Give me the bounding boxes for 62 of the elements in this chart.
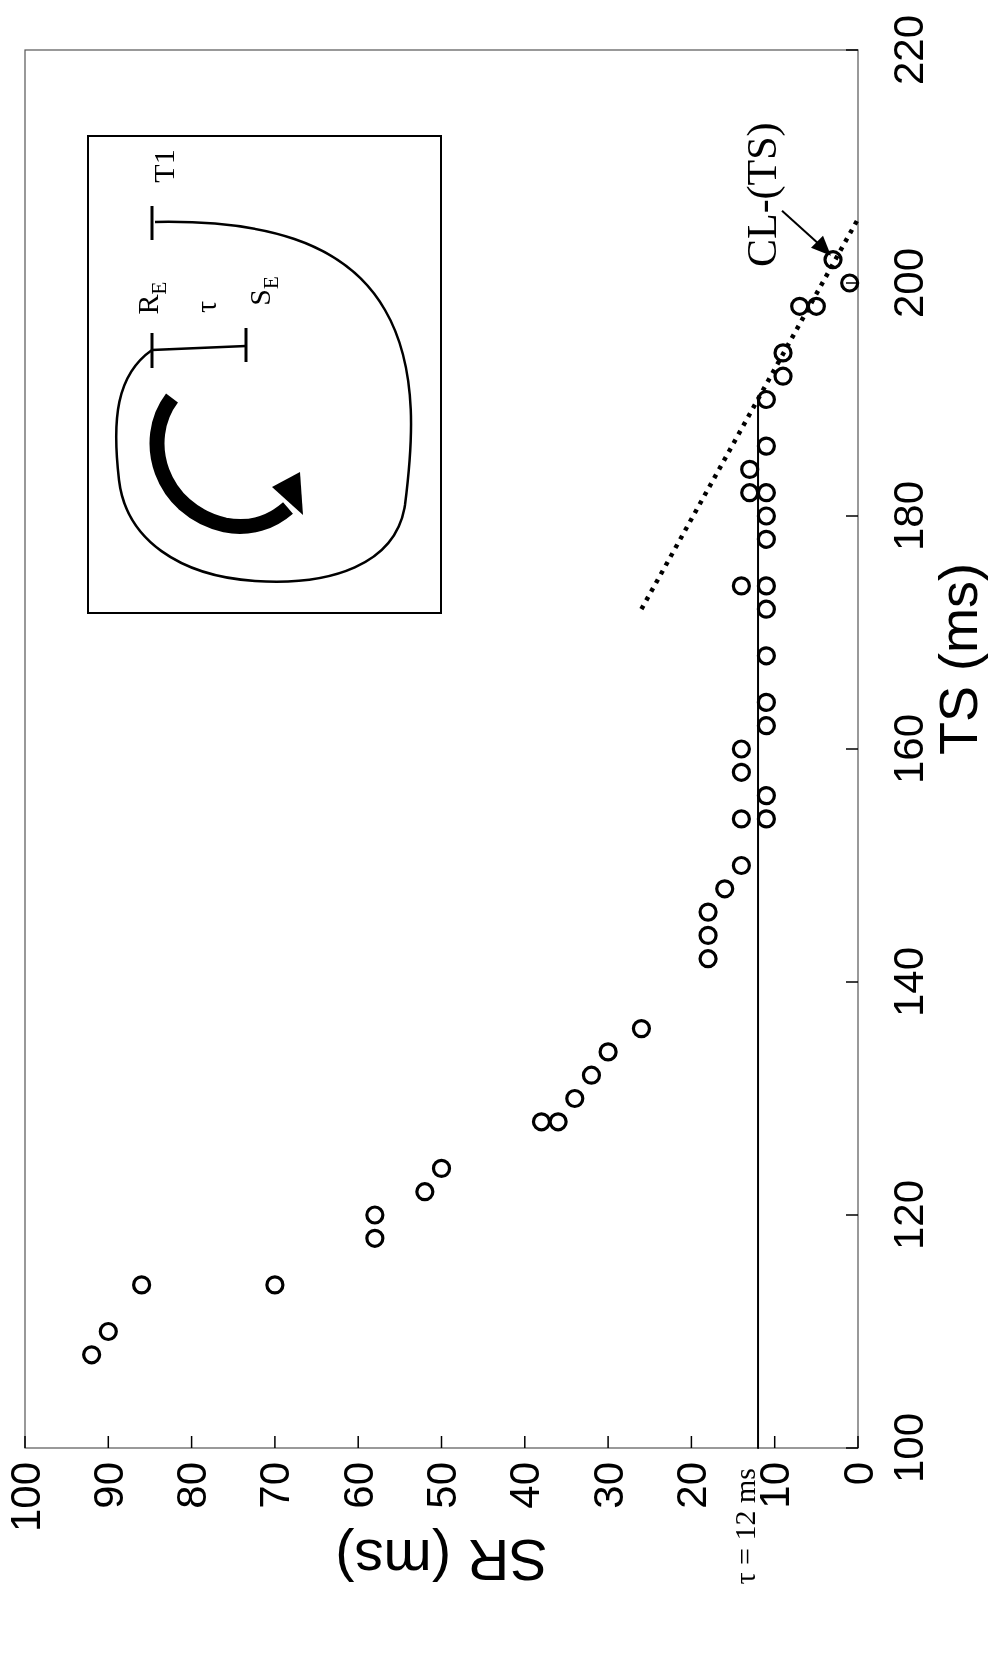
point — [731, 809, 751, 829]
point — [598, 1042, 618, 1062]
x-tick-label: 40 — [501, 1462, 549, 1509]
point — [740, 459, 760, 479]
point — [82, 1345, 102, 1365]
x-axis-title: SR (ms) — [335, 1527, 548, 1593]
point — [790, 296, 810, 316]
annotation: CL-(TS) — [739, 122, 787, 268]
point — [740, 483, 760, 503]
point — [756, 389, 776, 410]
point — [731, 855, 751, 876]
point — [132, 1275, 152, 1295]
point — [773, 366, 793, 386]
y-tick-label: 140 — [884, 946, 932, 1018]
x-tick-label: 0 — [834, 1462, 882, 1486]
point — [756, 529, 776, 549]
point — [548, 1112, 568, 1132]
y-tick-label: 200 — [884, 247, 932, 319]
point — [565, 1088, 585, 1109]
point — [581, 1065, 602, 1085]
x-tick-label: 70 — [251, 1462, 299, 1509]
point — [431, 1158, 452, 1178]
point — [756, 786, 776, 806]
point — [631, 1019, 652, 1039]
point — [698, 925, 718, 945]
point — [756, 692, 776, 712]
x-tick-label: 20 — [667, 1462, 715, 1509]
point — [98, 1321, 118, 1342]
point — [731, 762, 751, 782]
point — [806, 296, 826, 316]
point — [698, 902, 718, 922]
x-tick-label: 50 — [418, 1462, 465, 1509]
point — [698, 949, 718, 969]
x-tick-label: 30 — [584, 1462, 632, 1509]
point — [265, 1275, 285, 1295]
point — [773, 343, 793, 363]
y-tick-label: 220 — [884, 14, 932, 86]
point — [756, 646, 776, 666]
x-tick-label: 80 — [168, 1462, 216, 1509]
annotation: T1 — [146, 149, 180, 183]
point — [756, 576, 776, 596]
point — [756, 716, 776, 736]
point — [531, 1112, 552, 1132]
point — [365, 1205, 385, 1225]
annotation: τ — [188, 300, 222, 314]
x-tick-label: 90 — [84, 1462, 132, 1509]
point — [715, 879, 735, 899]
point — [756, 506, 776, 526]
point — [731, 739, 751, 759]
point — [840, 273, 860, 293]
y-tick-label: 120 — [884, 1179, 932, 1251]
point — [756, 599, 776, 619]
point — [823, 250, 843, 270]
point — [756, 483, 776, 503]
point — [415, 1182, 435, 1202]
point — [365, 1228, 385, 1248]
x-tick-label: 100 — [1, 1462, 49, 1533]
point — [756, 436, 776, 456]
point — [756, 809, 776, 829]
y-tick-label: 180 — [884, 480, 932, 552]
x-tick-label: 60 — [334, 1462, 382, 1509]
point — [731, 576, 751, 596]
